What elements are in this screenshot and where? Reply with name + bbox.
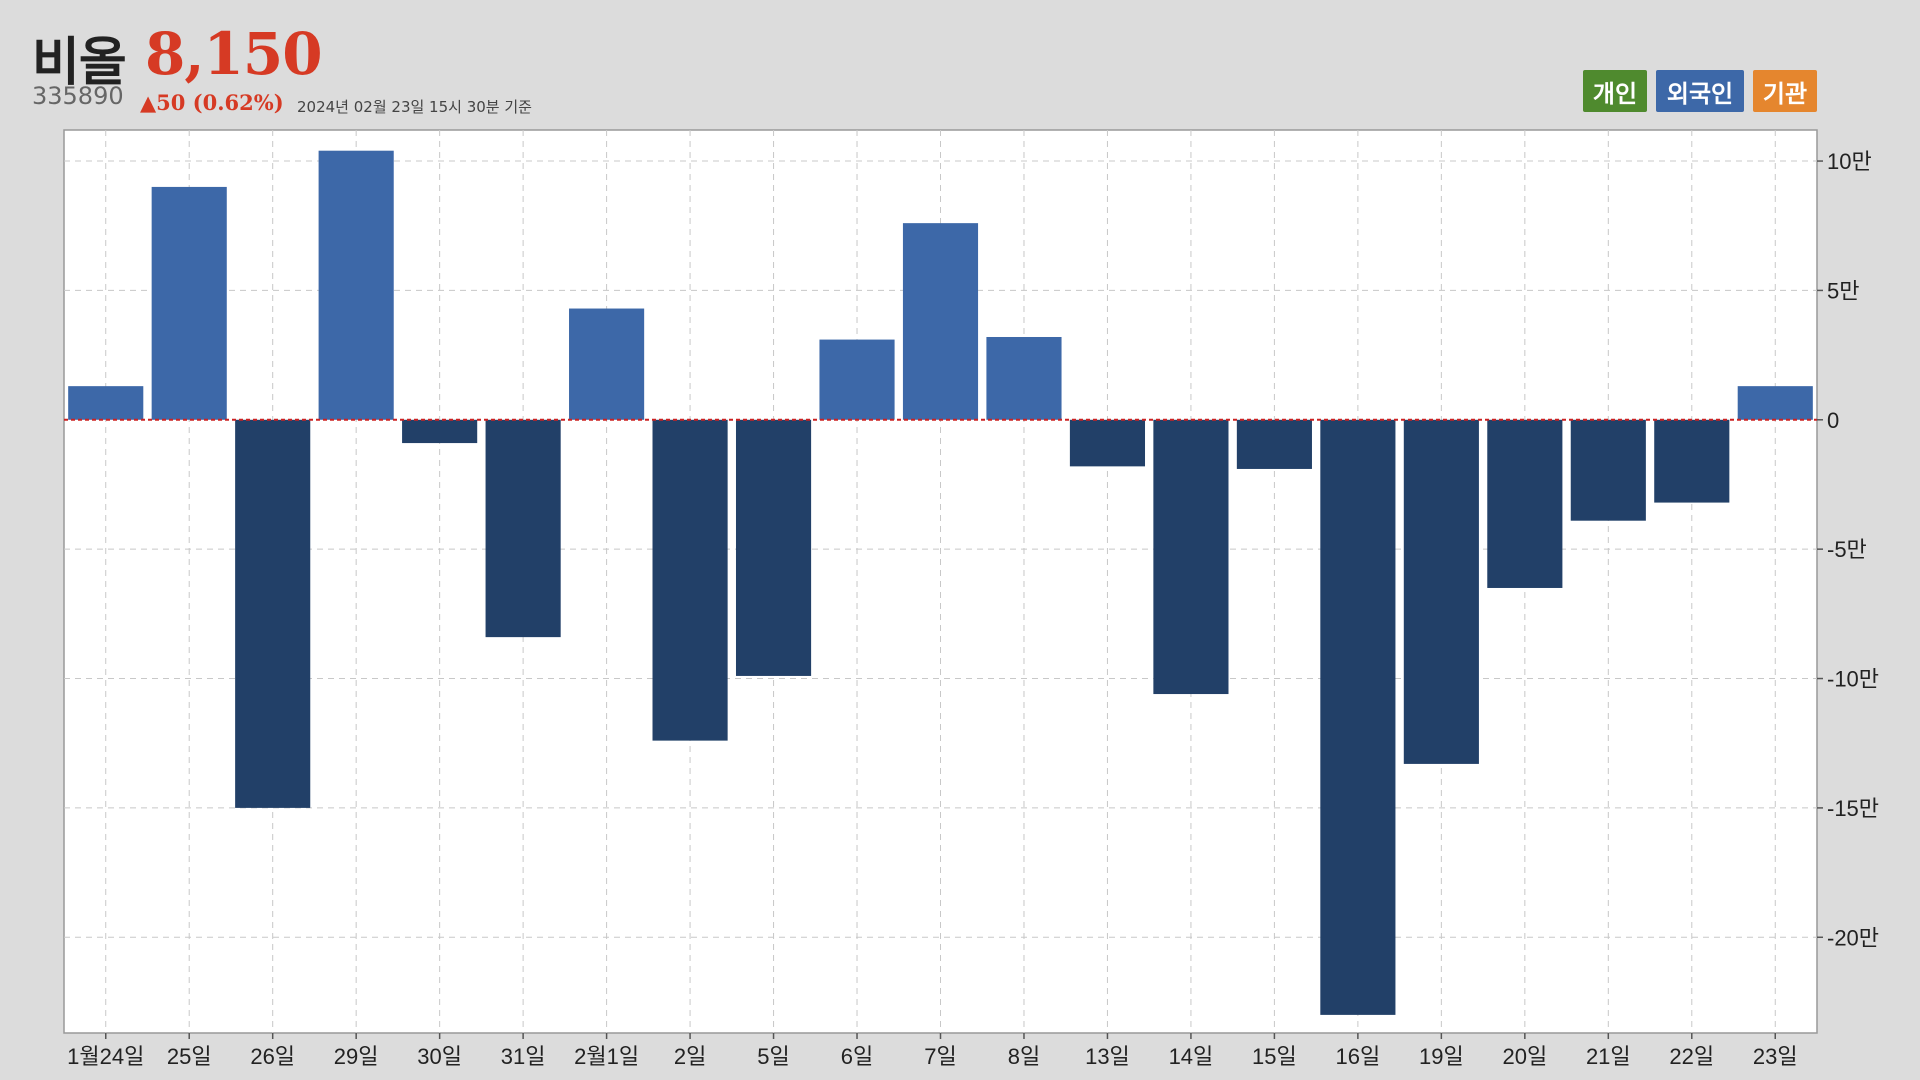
x-tick-label: 6일	[841, 1044, 873, 1069]
x-tick-label: 16일	[1336, 1044, 1381, 1069]
bar	[735, 419, 812, 676]
y-tick-label: -15만	[1827, 796, 1879, 821]
bar	[1320, 419, 1396, 1015]
x-tick-label: 31일	[501, 1044, 546, 1069]
price-change: ▲50 (0.62%)	[140, 90, 284, 115]
stock-price: 8,150	[145, 20, 323, 88]
bar	[485, 419, 561, 638]
stock-code: 335890	[32, 82, 124, 110]
x-tick-label: 25일	[167, 1044, 212, 1069]
bar	[569, 308, 645, 420]
bar	[68, 386, 144, 420]
x-tick-label: 22일	[1669, 1044, 1714, 1069]
bar	[402, 419, 478, 444]
bar	[1737, 386, 1813, 420]
y-tick-label: 0	[1827, 408, 1839, 433]
x-tick-label: 8일	[1008, 1044, 1040, 1069]
x-tick-label: 19일	[1419, 1044, 1464, 1069]
bar	[1654, 419, 1730, 503]
x-tick-label: 13일	[1085, 1044, 1130, 1069]
x-tick-label: 21일	[1586, 1044, 1631, 1069]
x-tick-label: 20일	[1502, 1044, 1547, 1069]
bar	[318, 150, 394, 420]
legend-institution-button[interactable]: 기관	[1753, 70, 1817, 112]
y-tick-label: -10만	[1827, 667, 1879, 692]
x-tick-label: 2월1일	[574, 1044, 639, 1069]
x-tick-label: 14일	[1169, 1044, 1214, 1069]
x-tick-label: 29일	[334, 1044, 379, 1069]
stock-name: 비올	[32, 33, 127, 93]
bar	[1487, 419, 1563, 588]
legend-foreign-button[interactable]: 외국인	[1656, 70, 1744, 112]
y-tick-label: -5만	[1827, 537, 1867, 562]
y-tick-label: -20만	[1827, 925, 1879, 950]
bar	[1069, 419, 1146, 467]
bar	[1236, 419, 1312, 469]
bar	[902, 223, 979, 420]
x-tick-label: 5일	[757, 1044, 789, 1069]
y-tick-label: 10만	[1827, 149, 1872, 174]
x-tick-label: 1월24일	[67, 1044, 144, 1069]
header: 비올 8,150 335890 ▲50 (0.62%) 2024년 02월 23…	[0, 0, 1920, 128]
x-tick-label: 2일	[674, 1044, 706, 1069]
x-tick-label: 26일	[250, 1044, 295, 1069]
x-tick-label: 30일	[417, 1044, 462, 1069]
x-tick-label: 7일	[924, 1044, 956, 1069]
bar	[1570, 419, 1646, 521]
as-of-timestamp: 2024년 02월 23일 15시 30분 기준	[297, 98, 532, 116]
x-tick-label: 23일	[1753, 1044, 1798, 1069]
y-tick-label: 5만	[1827, 278, 1859, 303]
legend-individual-button[interactable]: 개인	[1583, 70, 1647, 112]
x-tick-label: 15일	[1252, 1044, 1297, 1069]
bar	[151, 186, 227, 420]
bar	[1403, 419, 1479, 764]
bar	[652, 419, 728, 741]
bar	[819, 339, 895, 420]
bar	[235, 419, 311, 808]
bar	[986, 336, 1062, 420]
bar	[1153, 419, 1229, 695]
